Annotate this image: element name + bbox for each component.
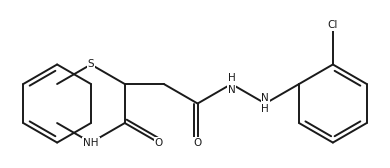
Text: Cl: Cl <box>328 20 338 30</box>
Text: O: O <box>154 138 163 148</box>
Text: O: O <box>193 138 202 148</box>
Text: NH: NH <box>83 138 99 148</box>
Text: H
N: H N <box>227 73 235 95</box>
Text: S: S <box>88 59 94 70</box>
Text: N
H: N H <box>261 93 269 114</box>
